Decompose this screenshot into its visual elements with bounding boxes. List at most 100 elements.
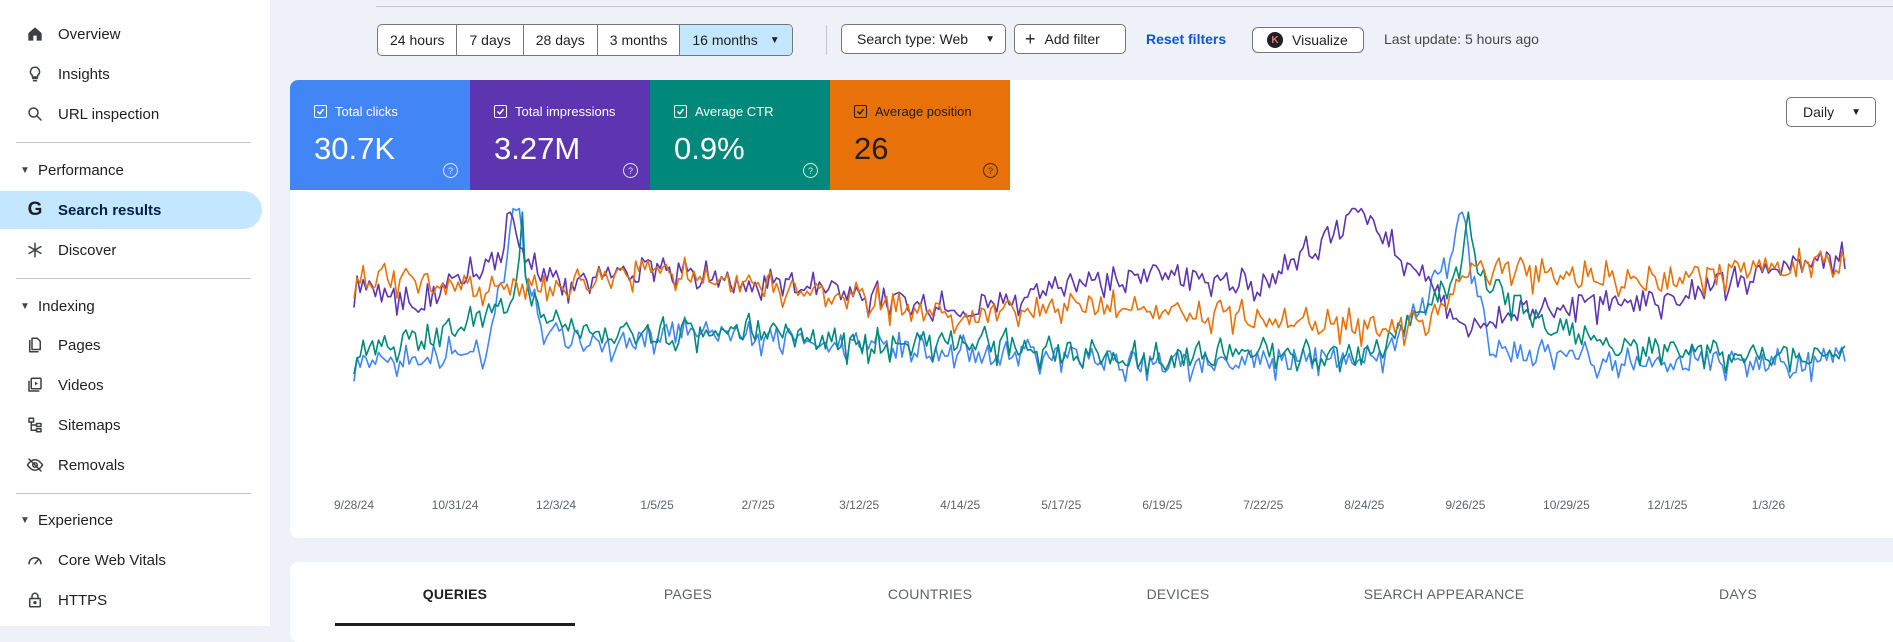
caret-down-icon: ▼ (769, 34, 780, 46)
nav-insights[interactable]: Insights (0, 55, 262, 93)
tab-search-appearance[interactable]: SEARCH APPEARANCE (1363, 586, 1525, 602)
home-icon (24, 23, 46, 45)
series-line-total-clicks (353, 207, 1846, 383)
toolbar-separator (826, 25, 827, 55)
metric-value: 26 (854, 131, 889, 166)
last-update-text: Last update: 5 hours ago (1384, 31, 1539, 47)
sitemap-icon (24, 414, 46, 436)
x-tick-label: 3/12/25 (839, 498, 879, 512)
nav-label: Insights (58, 65, 110, 83)
search-icon (24, 103, 46, 125)
nav-label: HTTPS (58, 591, 108, 609)
google-g-icon: G (27, 199, 43, 220)
section-indexing[interactable]: ▼ Indexing (0, 292, 262, 320)
tab-days[interactable]: DAYS (1719, 586, 1757, 602)
gauge-icon (24, 549, 46, 571)
x-tick-label: 10/31/24 (432, 498, 479, 512)
nav-label: Overview (58, 25, 121, 43)
metric-value: 30.7K (314, 131, 396, 166)
tab-pages[interactable]: PAGES (663, 586, 713, 602)
tab-countries[interactable]: COUNTRIES (887, 586, 973, 602)
lock-icon (24, 589, 46, 611)
divider (16, 493, 251, 494)
help-icon[interactable]: ? (803, 163, 818, 178)
metric-total-impressions[interactable]: Total impressions 3.27M ? (470, 80, 650, 190)
search-type-label: Search type: Web (857, 31, 969, 47)
range-3-months[interactable]: 3 months (598, 25, 681, 55)
x-tick-label: 9/28/24 (334, 498, 374, 512)
range-28-days[interactable]: 28 days (524, 25, 598, 55)
x-tick-label: 6/19/25 (1142, 498, 1182, 512)
nav-sitemaps[interactable]: Sitemaps (0, 406, 262, 444)
series-line-average-position (353, 247, 1846, 347)
nav-label: Sitemaps (58, 416, 121, 434)
caret-down-icon: ▼ (20, 164, 30, 176)
nav-label: Videos (58, 376, 104, 394)
eye-off-icon (24, 454, 46, 476)
caret-down-icon: ▼ (20, 300, 30, 312)
granularity-dropdown[interactable]: Daily ▼ (1786, 97, 1876, 127)
nav-search-results[interactable]: G Search results (0, 191, 262, 229)
nav-label: URL inspection (58, 105, 160, 123)
caret-down-icon: ▼ (20, 514, 30, 526)
nav-label: Pages (58, 336, 101, 354)
nav-discover[interactable]: Discover (0, 231, 262, 269)
tab-devices[interactable]: DEVICES (1146, 586, 1210, 602)
nav-videos[interactable]: Videos (0, 366, 262, 404)
range-16-months[interactable]: 16 months ▼ (680, 25, 792, 55)
x-tick-label: 10/29/25 (1543, 498, 1590, 512)
caret-down-icon: ▼ (985, 33, 995, 45)
metric-average-position[interactable]: Average position 26 ? (830, 80, 1010, 190)
visualize-avatar-icon: K (1267, 32, 1283, 48)
lightbulb-icon (24, 63, 46, 85)
metric-average-ctr[interactable]: Average CTR 0.9% ? (650, 80, 830, 190)
performance-line-chart: 9/28/24 10/31/24 12/3/24 1/5/25 2/7/25 3/12/2… (334, 207, 1846, 512)
nav-overview[interactable]: Overview (0, 15, 262, 53)
nav-label: Search results (58, 201, 162, 219)
x-tick-label: 4/14/25 (940, 498, 980, 512)
x-tick-label: 5/17/25 (1041, 498, 1081, 512)
range-7-days[interactable]: 7 days (457, 25, 524, 55)
x-tick-label: 2/7/25 (741, 498, 775, 512)
toolbar-divider (376, 6, 1893, 7)
nav-pages[interactable]: Pages (0, 326, 262, 364)
reset-filters-link[interactable]: Reset filters (1146, 31, 1227, 47)
section-title: Experience (38, 511, 114, 529)
x-tick-label: 1/5/25 (640, 498, 674, 512)
checkbox-checked-icon (314, 105, 327, 118)
caret-down-icon: ▼ (1851, 106, 1861, 118)
help-icon[interactable]: ? (983, 163, 998, 178)
search-type-dropdown[interactable]: Search type: Web ▼ (841, 24, 1006, 54)
metric-label: Average CTR (695, 104, 774, 119)
tab-queries[interactable]: QUERIES (422, 586, 488, 602)
series-line-total-impressions (353, 207, 1846, 338)
visualize-button[interactable]: K Visualize (1252, 27, 1364, 53)
nav-core-web-vitals[interactable]: Core Web Vitals (0, 541, 262, 579)
video-icon (24, 374, 46, 396)
section-experience[interactable]: ▼ Experience (0, 506, 262, 534)
range-label: 16 months (692, 32, 758, 48)
x-tick-label: 7/22/25 (1243, 498, 1283, 512)
help-icon[interactable]: ? (623, 163, 638, 178)
metric-total-clicks[interactable]: Total clicks 30.7K ? (290, 80, 470, 190)
nav-label: Removals (58, 456, 125, 474)
range-24-hours[interactable]: 24 hours (378, 25, 458, 55)
active-tab-indicator (335, 623, 575, 626)
add-filter-button[interactable]: + Add filter (1014, 24, 1126, 54)
x-tick-label: 12/1/25 (1647, 498, 1687, 512)
nav-url-inspection[interactable]: URL inspection (0, 95, 262, 133)
help-icon[interactable]: ? (443, 163, 458, 178)
checkbox-checked-icon (854, 105, 867, 118)
plus-icon: + (1025, 29, 1036, 49)
checkbox-checked-icon (674, 105, 687, 118)
x-tick-label: 8/24/25 (1344, 498, 1384, 512)
nav-label: Discover (58, 241, 117, 259)
metric-label: Average position (875, 104, 972, 119)
nav-removals[interactable]: Removals (0, 446, 262, 484)
series-line-average-ctr (353, 211, 1846, 376)
section-performance[interactable]: ▼ Performance (0, 156, 262, 184)
pages-icon (24, 334, 46, 356)
x-tick-label: 1/3/26 (1752, 498, 1786, 512)
metric-label: Total impressions (515, 104, 616, 119)
nav-https[interactable]: HTTPS (0, 581, 262, 619)
